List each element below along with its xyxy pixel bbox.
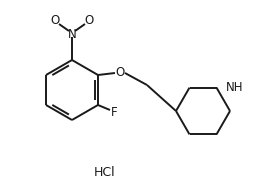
Text: O: O (50, 14, 59, 27)
Text: HCl: HCl (94, 167, 116, 179)
Text: F: F (111, 107, 117, 119)
Text: O: O (84, 14, 94, 27)
Text: O: O (115, 67, 125, 80)
Text: NH: NH (225, 81, 243, 94)
Text: N: N (68, 27, 76, 41)
